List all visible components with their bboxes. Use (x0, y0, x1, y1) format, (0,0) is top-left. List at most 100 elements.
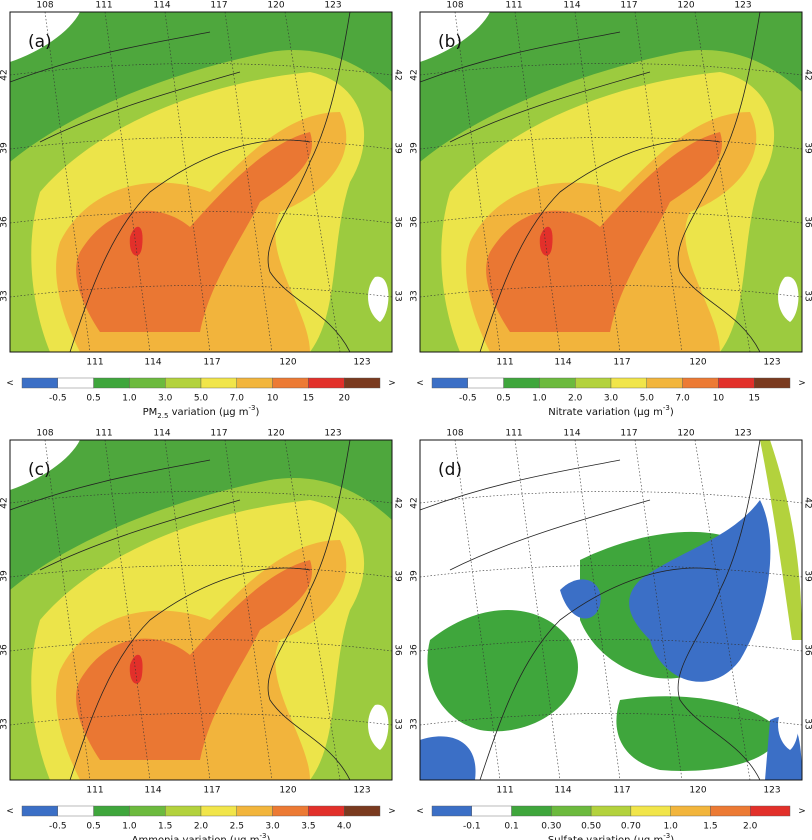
title-part: -3 (663, 404, 670, 412)
lon-label: 117 (203, 786, 220, 796)
sea (778, 704, 799, 750)
colorbar-segment (200, 377, 237, 389)
colorbar-segment (503, 377, 540, 389)
lon-label: 108 (36, 429, 53, 439)
map-fields (10, 12, 392, 352)
colorbar-tick-label: 0.5 (86, 822, 100, 832)
map (10, 440, 392, 780)
colorbar-tick-label: 15 (303, 394, 314, 404)
lat-label: 42 (0, 69, 10, 80)
colorbar-tick-label: 0.30 (541, 822, 561, 832)
colorbar-tick-label: 5.0 (194, 394, 209, 404)
lat-label: 33 (410, 718, 420, 729)
concentration-field (427, 610, 578, 732)
panel-label: (a) (28, 32, 52, 52)
colorbar-tick-label: 5.0 (640, 394, 655, 404)
panel: (a) 108 111 114 117 120 123 111 114 117 120 123 42 42… (0, 1, 403, 421)
lat-label: 39 (410, 570, 420, 582)
lat-label: 36 (803, 216, 812, 228)
map-frame (419, 11, 803, 353)
lon-label: 111 (496, 358, 513, 368)
colorbar-tick-label: 2.0 (194, 822, 209, 832)
lon-label: 120 (689, 786, 706, 796)
colorbar-segment (670, 805, 711, 817)
lat-label: 36 (0, 216, 10, 228)
map-fields (420, 12, 802, 352)
lon-label: 114 (153, 429, 170, 439)
colorbar-segment (718, 377, 755, 389)
colorbar-tick-label: 20 (338, 394, 350, 404)
colorbar-segment (344, 377, 381, 389)
colorbar-tick-label: 10 (267, 394, 279, 404)
colorbar-end: < (6, 379, 14, 389)
lon-label: 120 (677, 429, 694, 439)
lat-label: 39 (0, 570, 10, 582)
lon-label: 111 (95, 429, 112, 439)
colorbar-segment (272, 377, 309, 389)
colorbar-tick-label: 7.0 (230, 394, 245, 404)
title-part: Sulfate variation (μg m (548, 835, 663, 840)
lat-label: 36 (410, 644, 420, 656)
lat-label: 33 (393, 718, 403, 729)
panel: (b) 108 111 114 117 120 123 111 114 117 120 123 42 42… (410, 1, 812, 419)
colorbar-tick-label: 7.0 (675, 394, 690, 404)
colorbar-tick-label: 1.0 (122, 394, 137, 404)
colorbar-segment (431, 805, 472, 817)
lon-label: 111 (505, 1, 522, 11)
sea (420, 12, 490, 62)
lat-label: 42 (393, 69, 403, 80)
colorbar-segment (236, 377, 273, 389)
colorbar-segment (431, 377, 468, 389)
colorbar-tick-label: 15 (748, 394, 759, 404)
colorbar-title: Nitrate variation (μg m-3) (548, 404, 674, 418)
colorbar-segment (590, 805, 632, 817)
concentration-field (129, 226, 143, 256)
colorbar-tick-label: -0.5 (459, 394, 477, 404)
colorbar-segment (610, 377, 647, 389)
title-part: ) (256, 407, 260, 418)
title-part: ) (670, 835, 674, 840)
lat-label: 33 (0, 290, 10, 301)
colorbar-segment (129, 377, 166, 389)
lat-label: 42 (0, 497, 10, 508)
colorbar-tick-label: -0.1 (463, 822, 481, 832)
lat-label: 39 (803, 570, 812, 582)
lon-label: 123 (763, 358, 780, 368)
sea (778, 276, 799, 322)
title-part: -3 (249, 404, 256, 412)
colorbar-segment (710, 805, 751, 817)
lon-label: 120 (689, 358, 706, 368)
lon-label: 117 (620, 429, 637, 439)
colorbar-tick-label: 2.0 (568, 394, 583, 404)
title-part: ) (266, 835, 270, 840)
colorbar-segment (682, 377, 719, 389)
lat-label: 33 (0, 718, 10, 729)
sea (368, 276, 389, 322)
lon-label: 120 (677, 1, 694, 11)
colorbar-tick-label: 0.70 (621, 822, 641, 832)
lon-label: 111 (505, 429, 522, 439)
lat-label: 33 (803, 290, 812, 301)
lon-label: 114 (144, 786, 161, 796)
lat-label: 33 (803, 718, 812, 729)
title-part: variation (μg m (168, 407, 248, 418)
lon-label: 123 (763, 786, 780, 796)
colorbar-end: < (6, 807, 14, 817)
lat-label: 42 (410, 69, 420, 80)
boundary (10, 440, 351, 780)
graticule (10, 12, 392, 352)
concentration-field (539, 226, 553, 256)
lat-label: 39 (393, 570, 403, 582)
colorbar-segment (308, 377, 345, 389)
colorbar-end: < (416, 807, 424, 817)
colorbar-tick-label: 2.0 (743, 822, 758, 832)
colorbar-tick-label: 3.0 (158, 394, 173, 404)
lat-label: 33 (410, 290, 420, 301)
colorbar-segment (57, 377, 94, 389)
colorbar-title: Ammonia variation (μg m-3) (132, 832, 271, 840)
colorbar-segment (551, 805, 592, 817)
colorbar-segment (646, 377, 683, 389)
colorbar-tick-label: 1.0 (664, 822, 679, 832)
lon-label: 114 (153, 1, 170, 11)
